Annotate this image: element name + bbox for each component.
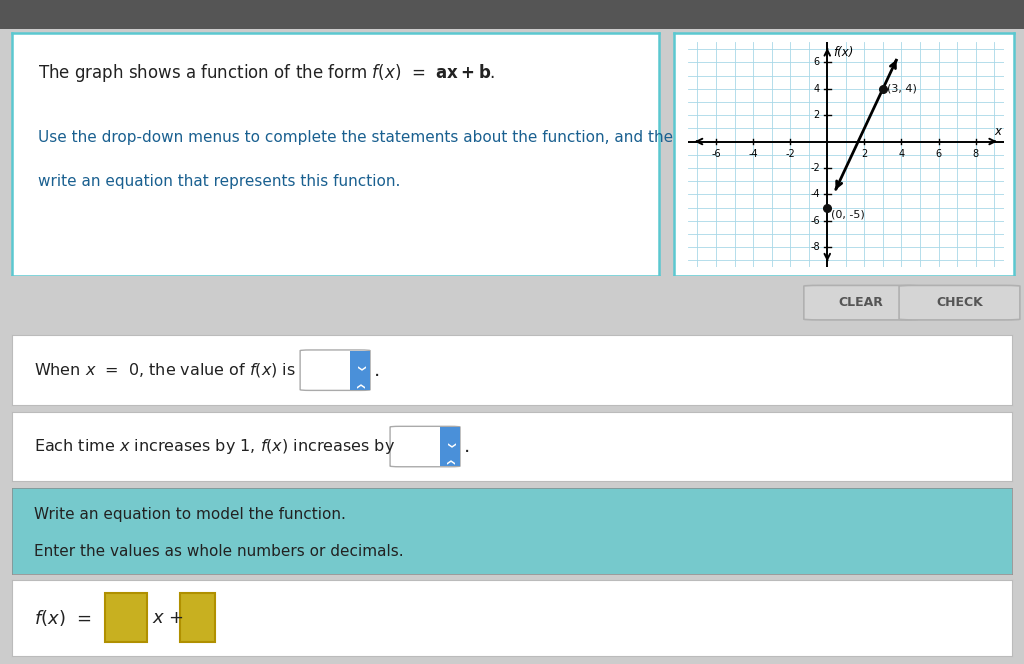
Text: 2: 2	[861, 149, 867, 159]
Text: Use the drop-down menus to complete the statements about the function, and then: Use the drop-down menus to complete the …	[38, 130, 683, 145]
Text: 4: 4	[898, 149, 904, 159]
Text: CLEAR: CLEAR	[839, 295, 884, 309]
Text: -8: -8	[810, 242, 820, 252]
Text: ❯: ❯	[445, 442, 455, 449]
Text: Enter the values as whole numbers or decimals.: Enter the values as whole numbers or dec…	[34, 544, 403, 559]
Text: The graph shows a function of the form $f(x)$  =  $\bf{ax + b}$.: The graph shows a function of the form $…	[38, 62, 496, 84]
Text: x: x	[994, 125, 1001, 137]
Text: (0, -5): (0, -5)	[831, 210, 864, 220]
Text: ❯: ❯	[445, 457, 455, 464]
Text: f(x): f(x)	[833, 46, 853, 60]
Text: Each time $x$ increases by 1, $f(x)$ increases by: Each time $x$ increases by 1, $f(x)$ inc…	[34, 437, 395, 456]
Text: .: .	[374, 361, 380, 380]
Text: -6: -6	[711, 149, 721, 159]
Text: 4: 4	[814, 84, 820, 94]
Text: 2: 2	[814, 110, 820, 120]
Text: -6: -6	[810, 216, 820, 226]
Text: -4: -4	[749, 149, 758, 159]
Text: 6: 6	[814, 57, 820, 67]
Text: (3, 4): (3, 4)	[887, 83, 916, 93]
FancyBboxPatch shape	[899, 286, 1020, 320]
Text: -2: -2	[785, 149, 795, 159]
Text: Write an equation to model the function.: Write an equation to model the function.	[34, 507, 346, 522]
FancyBboxPatch shape	[300, 350, 370, 390]
Text: CHECK: CHECK	[936, 295, 983, 309]
Text: ❯: ❯	[355, 380, 365, 388]
Text: 8: 8	[973, 149, 979, 159]
FancyBboxPatch shape	[180, 594, 215, 642]
Text: .: .	[464, 437, 470, 456]
Text: ❯: ❯	[355, 365, 365, 373]
FancyBboxPatch shape	[350, 351, 370, 390]
Text: write an equation that represents this function.: write an equation that represents this f…	[38, 174, 400, 189]
FancyBboxPatch shape	[804, 286, 919, 320]
Text: -4: -4	[810, 189, 820, 199]
FancyBboxPatch shape	[105, 594, 147, 642]
Text: $x$ +: $x$ +	[153, 609, 184, 627]
Text: 6: 6	[936, 149, 942, 159]
Text: -2: -2	[810, 163, 820, 173]
Text: When $x$  =  0, the value of $f(x)$ is: When $x$ = 0, the value of $f(x)$ is	[34, 361, 296, 379]
FancyBboxPatch shape	[440, 427, 460, 466]
Text: $f(x)$  =: $f(x)$ =	[34, 608, 92, 628]
FancyBboxPatch shape	[390, 426, 460, 467]
